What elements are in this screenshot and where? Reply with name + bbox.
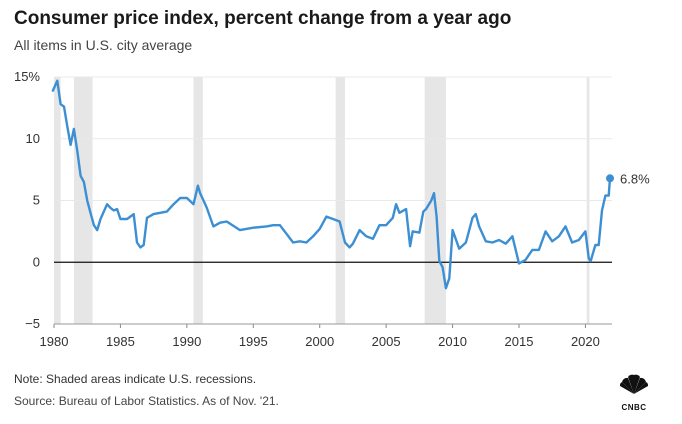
chart-subtitle: All items in U.S. city average (14, 37, 193, 53)
series-layer (51, 79, 615, 290)
latest-value-point (606, 174, 615, 183)
x-tick-label: 1980 (40, 334, 69, 349)
y-tick-label: 0 (33, 254, 40, 269)
x-tick-label: 2010 (438, 334, 467, 349)
source-note: Source: Bureau of Labor Statistics. As o… (14, 394, 279, 408)
y-tick-label: 10 (26, 131, 40, 146)
x-tick-label: 1990 (172, 334, 201, 349)
logo-wordmark: CNBC (621, 403, 647, 412)
latest-value-label: 6.8% (620, 171, 650, 186)
gridlines-layer (53, 76, 612, 328)
y-tick-label: 15% (14, 69, 40, 84)
x-tick-label: 1995 (239, 334, 268, 349)
y-tick-label: 5 (33, 193, 40, 208)
cnbc-logo: CNBC (612, 374, 656, 412)
tick-label-layer: −5 0 5 10 15% 1980 1985 1990 1995 2000 2005 2010 201… (14, 69, 650, 349)
recession-note: Note: Shaded areas indicate U.S. recessi… (14, 372, 257, 386)
x-tick-label: 2020 (571, 334, 600, 349)
chart-title: Consumer price index, percent change fro… (14, 8, 512, 29)
cpi-series-line (51, 79, 612, 290)
x-tick-label: 2000 (305, 334, 334, 349)
x-tick-label: 2015 (505, 334, 534, 349)
x-tick-label: 2005 (372, 334, 401, 349)
x-tick-label: 1985 (106, 334, 135, 349)
y-tick-label: −5 (25, 316, 40, 331)
peacock-icon (619, 374, 649, 394)
